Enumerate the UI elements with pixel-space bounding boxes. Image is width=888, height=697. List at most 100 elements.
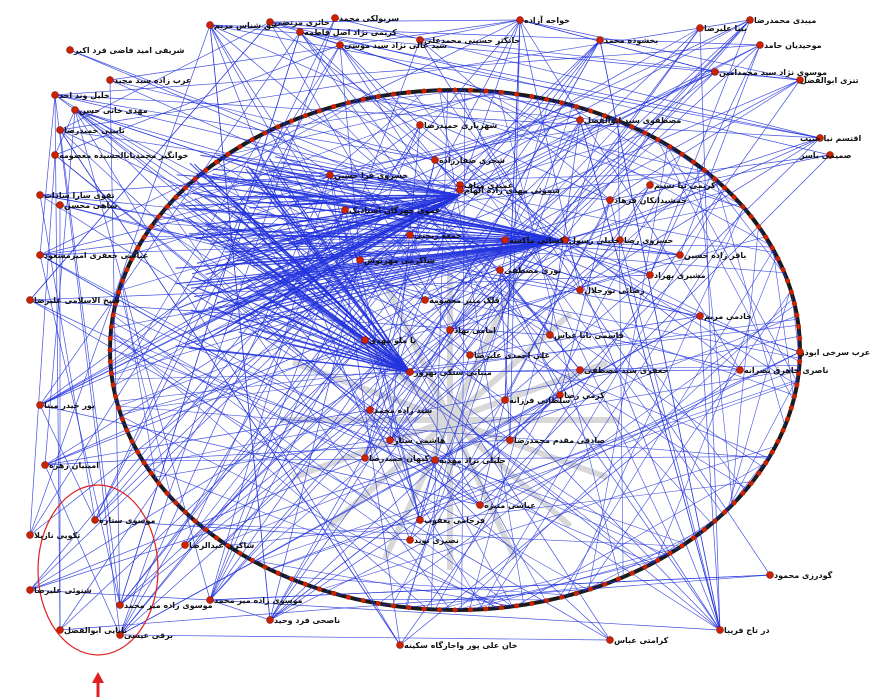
edge — [183, 239, 561, 316]
ring-node — [679, 151, 685, 157]
edge — [29, 21, 271, 301]
edge — [29, 209, 346, 591]
inner_nodes-label: شجری صفارزاده — [439, 156, 505, 165]
ring-node — [701, 527, 707, 533]
ring-node — [148, 470, 154, 476]
ring-node — [788, 405, 794, 411]
inner_nodes-node — [326, 171, 334, 179]
edge — [344, 209, 551, 336]
ring-node — [141, 460, 147, 466]
edge — [419, 39, 581, 291]
ring-node — [262, 564, 268, 570]
edge — [145, 335, 800, 466]
ring-node — [615, 118, 621, 124]
outer_nodes-node — [91, 516, 99, 524]
ring-node — [452, 87, 458, 93]
edge — [483, 90, 771, 246]
outer_nodes-label: صمیمی یاسر — [800, 151, 852, 160]
inner_nodes-node — [416, 121, 424, 129]
edge — [69, 49, 651, 276]
inner_nodes-node — [366, 406, 374, 414]
edge — [376, 96, 707, 173]
edge — [109, 348, 686, 544]
ring-node — [331, 590, 337, 596]
edge — [564, 239, 681, 256]
ring-node — [135, 245, 141, 251]
edge — [188, 194, 461, 334]
outer_nodes-node — [596, 36, 604, 44]
outer_nodes-node — [756, 41, 764, 49]
edge — [209, 24, 821, 139]
ring-node — [769, 245, 775, 251]
edge — [29, 44, 341, 536]
edge — [119, 19, 751, 606]
inner_nodes-node — [466, 351, 474, 359]
inner_nodes-node — [576, 366, 584, 374]
ring-node — [498, 89, 504, 95]
outer_nodes-node — [331, 14, 339, 22]
edge — [111, 203, 741, 329]
inner_nodes-node — [576, 286, 584, 294]
outer_nodes-label: عرب زاده سید مجید — [114, 76, 192, 85]
ring-node — [712, 518, 718, 524]
edge — [94, 17, 336, 521]
outer_nodes-label: موحیدیان حامد — [764, 41, 822, 50]
ring-node — [712, 176, 718, 182]
edge — [269, 21, 566, 241]
edge — [269, 19, 521, 23]
outer_nodes-label: عباسی جعفری امیرمسعود — [44, 251, 149, 260]
outer_nodes-label: خوانگیر محمدیابالجسیده معصومه — [59, 151, 189, 160]
edge — [292, 194, 461, 247]
edge — [224, 194, 461, 249]
inner_nodes-label: قاسمی بابا عباس — [554, 331, 624, 340]
ring-node — [302, 113, 308, 119]
edge — [119, 288, 172, 498]
edge — [364, 329, 451, 459]
edge — [588, 145, 669, 590]
ring-node — [124, 267, 130, 273]
edge — [39, 254, 391, 441]
edge — [391, 134, 648, 606]
edge — [549, 119, 581, 336]
outer_nodes-label: پور حیدر مینا — [44, 401, 95, 410]
ring-node — [791, 301, 797, 307]
outer_nodes-label: در تاج فریبا — [724, 626, 770, 635]
edge — [210, 177, 561, 241]
edge — [285, 576, 570, 596]
outer_nodes-node — [296, 28, 304, 36]
ring-node — [629, 124, 635, 130]
outer_nodes-node — [206, 596, 214, 604]
outer_nodes-label: کریمی نژاد اصل فاطمه — [304, 28, 397, 37]
inner_nodes-node — [361, 454, 369, 462]
edge — [649, 19, 751, 276]
ring-node — [237, 144, 243, 150]
edge — [119, 339, 366, 636]
edge — [196, 286, 411, 373]
edge — [197, 183, 561, 241]
edge — [199, 96, 534, 526]
edge — [439, 90, 525, 605]
outer_nodes-node — [206, 21, 214, 29]
edge — [666, 144, 798, 383]
inner_nodes-label: شموئی مهدی زاده الهام — [464, 186, 560, 195]
edge — [44, 464, 121, 636]
inner_nodes-node — [606, 196, 614, 204]
edge — [209, 194, 461, 245]
edge — [498, 91, 620, 579]
edge — [434, 119, 581, 161]
edge — [504, 274, 651, 401]
ring-node — [164, 204, 170, 210]
ring-node — [437, 607, 443, 613]
ring-node — [559, 100, 565, 106]
edge — [499, 269, 511, 441]
ring-node — [390, 603, 396, 609]
outer_nodes-label: حق شناس مریم — [214, 21, 277, 30]
ring-node — [124, 427, 130, 433]
edge — [679, 44, 761, 256]
ring-node — [135, 449, 141, 455]
edge — [579, 289, 771, 576]
outer_nodes-label: اقتسم نیا حبیب — [800, 134, 862, 143]
edge — [359, 99, 620, 122]
ring-node — [529, 600, 535, 606]
inner_nodes-label: جمعه ریختی — [414, 231, 463, 240]
